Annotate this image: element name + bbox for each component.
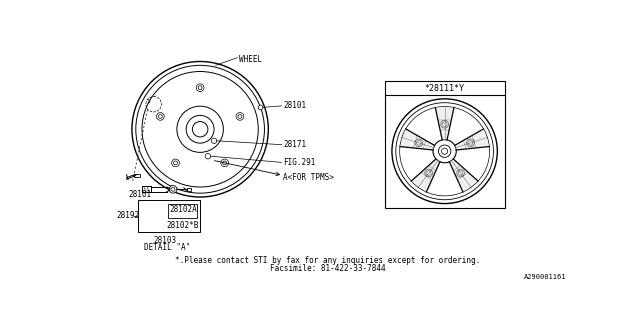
Circle shape [259,105,263,110]
Bar [168,204,197,218]
Text: Facsimile: 81-422-33-7844: Facsimile: 81-422-33-7844 [270,264,386,273]
Polygon shape [400,129,435,150]
Polygon shape [435,108,454,140]
Text: 1: 1 [147,100,150,104]
Text: *28111*Y: *28111*Y [424,84,465,93]
Text: FIG.291: FIG.291 [283,158,316,167]
Text: DETAIL "A": DETAIL "A" [145,243,191,252]
Text: WHEEL: WHEEL [239,55,262,64]
Text: A<FOR TPMS>: A<FOR TPMS> [283,173,334,182]
Circle shape [415,139,422,147]
Circle shape [211,138,217,143]
Bar [138,200,200,232]
Circle shape [425,169,433,177]
Circle shape [457,169,465,177]
Text: 28101: 28101 [283,101,306,110]
Polygon shape [449,159,478,192]
Circle shape [205,154,211,159]
Bar [134,174,140,177]
Text: 28192: 28192 [116,211,140,220]
Polygon shape [454,129,490,150]
Polygon shape [412,159,440,192]
Circle shape [467,139,474,147]
Text: 28101: 28101 [129,190,152,199]
Text: 28102A: 28102A [169,205,197,214]
Text: A290001161: A290001161 [524,274,566,280]
Text: *.Please contact STI by fax for any inquiries except for ordering.: *.Please contact STI by fax for any inqu… [175,256,481,265]
Circle shape [169,186,177,193]
Text: 28171: 28171 [283,140,306,149]
Text: 28103: 28103 [154,236,177,245]
Circle shape [441,120,449,128]
Bar [385,81,505,208]
Text: 28102*B: 28102*B [166,221,198,230]
Bar [187,188,191,191]
